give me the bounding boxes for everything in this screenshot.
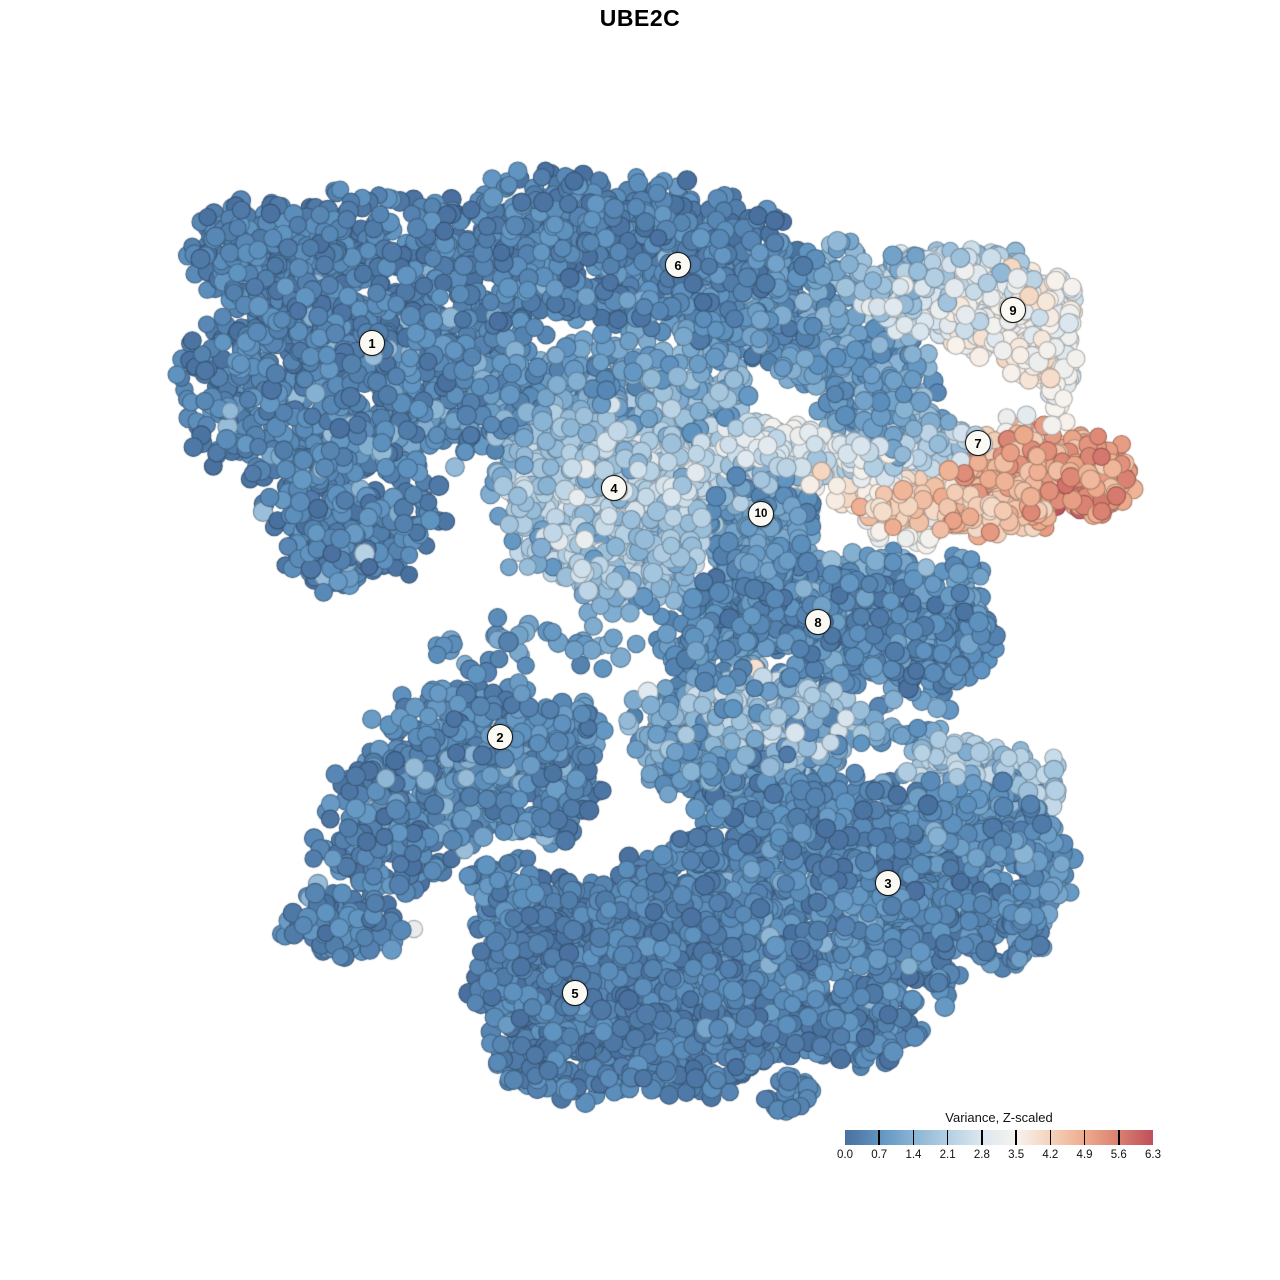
cluster-label-5: 5	[562, 980, 588, 1006]
colorbar-legend: Variance, Z-scaled 0.0 0.7 1.4 2.1 2.8 3.5 4.2…	[837, 1110, 1161, 1163]
colorbar-tick	[1015, 1130, 1017, 1145]
cluster-label-2: 2	[487, 724, 513, 750]
legend-title: Variance, Z-scaled	[945, 1110, 1053, 1125]
legend-tick-label: 1.4	[905, 1149, 922, 1161]
cluster-label-3: 3	[875, 870, 901, 896]
legend-tick-label: 4.9	[1076, 1149, 1093, 1161]
legend-tick-label: 2.8	[973, 1149, 990, 1161]
cluster-label-8: 8	[805, 609, 831, 635]
cluster-label-7: 7	[965, 430, 991, 456]
cluster-label-9: 9	[1000, 297, 1026, 323]
cluster-label-1: 1	[359, 330, 385, 356]
colorbar-tick	[1117, 1130, 1120, 1145]
colorbar-tick	[946, 1130, 949, 1145]
colorbar-tick	[878, 1130, 881, 1145]
colorbar-tick	[1083, 1130, 1086, 1145]
legend-tick-label: 2.1	[939, 1149, 956, 1161]
legend-tick-label: 0.7	[871, 1149, 888, 1161]
colorbar-gradient	[845, 1130, 1153, 1145]
colorbar-tick	[912, 1130, 915, 1145]
colorbar-tick	[1049, 1130, 1052, 1145]
legend-tick-label: 6.3	[1145, 1149, 1161, 1161]
cluster-label-4: 4	[601, 475, 627, 501]
colorbar-tick	[981, 1130, 983, 1145]
legend-tick-label: 0.0	[837, 1149, 853, 1161]
colorbar-tick-labels: 0.0 0.7 1.4 2.1 2.8 3.5 4.2 4.9 5.6 6.3	[837, 1149, 1161, 1163]
legend-tick-label: 4.2	[1042, 1149, 1059, 1161]
legend-tick-label: 5.6	[1110, 1149, 1127, 1161]
cluster-label-6: 6	[665, 252, 691, 278]
legend-tick-label: 3.5	[1008, 1149, 1025, 1161]
cluster-label-10: 10	[748, 501, 774, 527]
